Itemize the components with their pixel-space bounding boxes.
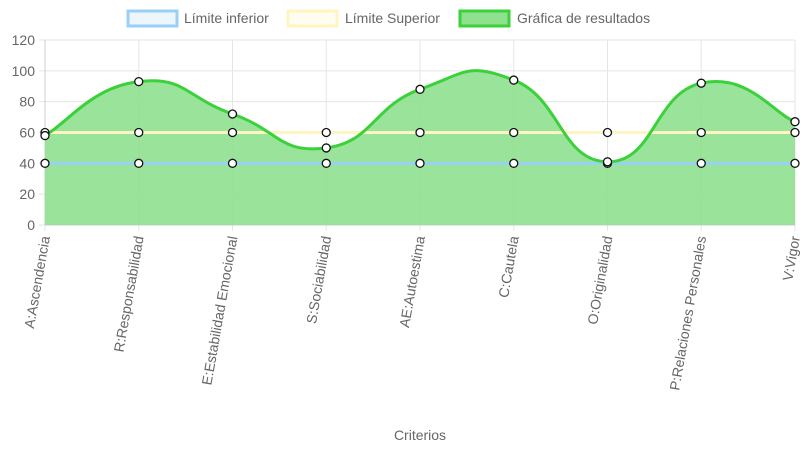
upper-limit-point[interactable] — [696, 127, 706, 138]
results-line — [44, 69, 796, 164]
upper-limit-point[interactable] — [509, 127, 519, 138]
x-tick-label: A:Ascendencia — [21, 235, 53, 330]
legend-item-results[interactable]: Gráfica de resultados — [458, 9, 650, 28]
results-point[interactable] — [509, 75, 519, 85]
lower-limit-point[interactable] — [509, 158, 519, 168]
results-point[interactable] — [40, 130, 50, 141]
x-tick-label: P:Relaciones Personales — [666, 235, 709, 392]
legend-swatch-results — [458, 9, 511, 28]
lower-limit-point[interactable] — [134, 158, 144, 168]
legend-swatch-upper-limit — [286, 9, 339, 28]
y-tick-label: 60 — [19, 125, 35, 141]
y-tick-label: 100 — [12, 63, 36, 79]
lower-limit-point[interactable] — [40, 158, 50, 168]
x-axis-title: Criterios — [394, 427, 446, 443]
y-tick-label: 0 — [27, 217, 35, 233]
results-point[interactable] — [790, 117, 800, 127]
results-point[interactable] — [134, 76, 144, 87]
upper-limit-point[interactable] — [790, 127, 800, 138]
upper-limit-point[interactable] — [227, 127, 238, 138]
lower-limit-point[interactable] — [321, 158, 331, 168]
results-point[interactable] — [602, 157, 613, 167]
lower-limit-point[interactable] — [790, 158, 800, 168]
data-points — [40, 75, 800, 168]
legend-label-results: Gráfica de resultados — [517, 10, 650, 26]
y-tick-label: 20 — [19, 186, 35, 202]
legend-item-upper-limit[interactable]: Límite Superior — [286, 9, 440, 28]
y-tick-label: 40 — [19, 155, 35, 171]
results-area — [45, 70, 795, 225]
legend-label-upper-limit: Límite Superior — [345, 10, 440, 26]
legend-item-lower-limit[interactable]: Límite inferior — [126, 9, 269, 28]
upper-limit-point[interactable] — [415, 127, 425, 138]
upper-limit-point[interactable] — [321, 127, 331, 138]
legend-swatch-lower-limit — [126, 9, 179, 28]
x-axis: A:Ascendencia R:Responsabilidad E:Estabili… — [21, 234, 800, 391]
results-fill — [45, 70, 795, 225]
x-tick-label: R:Responsabilidad — [111, 235, 147, 354]
x-tick-label: S:Sociabilidad — [303, 235, 334, 325]
y-tick-label: 80 — [19, 94, 35, 110]
legend: Límite inferior Límite Superior Gráfica … — [126, 9, 650, 28]
upper-limit-point[interactable] — [134, 127, 144, 138]
x-tick-label: C:Cautela — [495, 235, 522, 299]
x-tick-label: O:Originalidad — [584, 235, 615, 326]
x-tick-label: V:Vigor — [779, 234, 800, 282]
y-axis: 0 20 40 60 80 100 120 — [12, 32, 36, 233]
lower-limit-point[interactable] — [696, 158, 706, 168]
results-point[interactable] — [696, 78, 706, 88]
y-tick-label: 120 — [12, 32, 36, 48]
results-point[interactable] — [227, 109, 238, 119]
legend-label-lower-limit: Límite inferior — [184, 10, 269, 26]
x-tick-label: AE:Autoestima — [396, 235, 428, 329]
lower-limit-point[interactable] — [227, 158, 238, 168]
lower-limit-point[interactable] — [415, 158, 425, 168]
results-point[interactable] — [415, 84, 425, 94]
x-tick-label: E:Estabilidad Emocional — [198, 235, 240, 386]
upper-limit-point[interactable] — [602, 127, 613, 138]
results-point[interactable] — [321, 143, 331, 153]
